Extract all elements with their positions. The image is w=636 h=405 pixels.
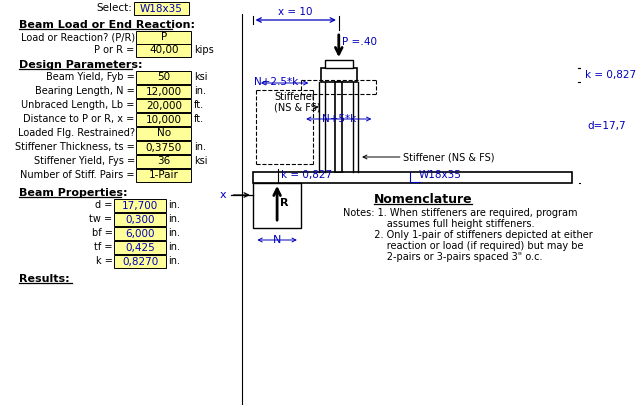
Text: ft.: ft. bbox=[194, 100, 204, 110]
Text: W18x35: W18x35 bbox=[140, 4, 183, 13]
Text: tf =: tf = bbox=[94, 242, 113, 252]
Text: 0,3750: 0,3750 bbox=[146, 143, 182, 153]
Bar bbox=[137, 113, 191, 126]
Text: Distance to P or R, x =: Distance to P or R, x = bbox=[24, 114, 135, 124]
Bar bbox=[114, 213, 166, 226]
Text: 10,000: 10,000 bbox=[146, 115, 182, 124]
Bar bbox=[324, 60, 353, 68]
Bar bbox=[137, 99, 191, 112]
Text: x: x bbox=[219, 190, 226, 200]
Text: R: R bbox=[280, 198, 288, 208]
Text: in.: in. bbox=[194, 86, 206, 96]
Text: Design Parameters:: Design Parameters: bbox=[19, 60, 143, 70]
Text: d =: d = bbox=[95, 200, 113, 210]
Text: (NS & FS): (NS & FS) bbox=[274, 103, 321, 113]
Text: Results:: Results: bbox=[19, 274, 70, 284]
Text: Load or Reaction? (P/R): Load or Reaction? (P/R) bbox=[20, 32, 135, 42]
Text: in.: in. bbox=[169, 200, 181, 210]
Text: 0,300: 0,300 bbox=[125, 215, 155, 224]
Bar bbox=[321, 68, 357, 82]
Text: kips: kips bbox=[194, 45, 214, 55]
Text: 12,000: 12,000 bbox=[146, 87, 182, 96]
Text: in.: in. bbox=[169, 214, 181, 224]
Text: No: No bbox=[157, 128, 171, 139]
Bar bbox=[137, 44, 191, 57]
Text: Stiffener (NS & FS): Stiffener (NS & FS) bbox=[403, 152, 494, 162]
Text: Beam Properties:: Beam Properties: bbox=[19, 188, 128, 198]
Text: N+5*k: N+5*k bbox=[322, 114, 356, 124]
Bar bbox=[137, 127, 191, 140]
Text: d=17,7: d=17,7 bbox=[587, 121, 626, 130]
Text: P: P bbox=[161, 32, 167, 43]
Bar bbox=[252, 172, 572, 183]
Text: Stiffener Yield, Fys =: Stiffener Yield, Fys = bbox=[34, 156, 135, 166]
Text: in.: in. bbox=[194, 142, 206, 152]
Text: 0,8270: 0,8270 bbox=[122, 256, 158, 266]
Text: in.: in. bbox=[169, 256, 181, 266]
Text: W18x35: W18x35 bbox=[418, 170, 462, 180]
Text: 1-Pair: 1-Pair bbox=[149, 171, 179, 181]
Bar bbox=[114, 255, 166, 268]
Text: 6,000: 6,000 bbox=[125, 228, 155, 239]
Text: k = 0,827: k = 0,827 bbox=[281, 170, 332, 180]
Bar bbox=[137, 141, 191, 154]
Bar bbox=[114, 241, 166, 254]
Text: 50: 50 bbox=[157, 72, 170, 83]
Text: N+2.5*k: N+2.5*k bbox=[254, 77, 299, 87]
Text: Loaded Flg. Restrained?: Loaded Flg. Restrained? bbox=[18, 128, 135, 138]
Text: N: N bbox=[273, 235, 281, 245]
Text: tw =: tw = bbox=[90, 214, 113, 224]
Bar bbox=[114, 199, 166, 212]
Text: Select:: Select: bbox=[96, 3, 132, 13]
Bar bbox=[137, 169, 191, 182]
Bar bbox=[252, 183, 301, 228]
Text: P =․40: P =․40 bbox=[342, 37, 377, 47]
Bar bbox=[137, 155, 191, 168]
Text: ksi: ksi bbox=[194, 72, 207, 82]
Text: 2. Only 1-pair of stiffeners depicted at either: 2. Only 1-pair of stiffeners depicted at… bbox=[343, 230, 593, 240]
Text: 20,000: 20,000 bbox=[146, 100, 182, 111]
Text: ft.: ft. bbox=[194, 114, 204, 124]
Text: Bearing Length, N =: Bearing Length, N = bbox=[35, 86, 135, 96]
Text: 2-pairs or 3-pairs spaced 3" o.c.: 2-pairs or 3-pairs spaced 3" o.c. bbox=[343, 252, 543, 262]
Text: reaction or load (if required) but may be: reaction or load (if required) but may b… bbox=[343, 241, 584, 251]
Text: k =: k = bbox=[95, 256, 113, 266]
Text: Beam Load or End Reaction:: Beam Load or End Reaction: bbox=[19, 20, 195, 30]
Text: Beam Yield, Fyb =: Beam Yield, Fyb = bbox=[46, 72, 135, 82]
Bar bbox=[137, 31, 191, 44]
Text: 36: 36 bbox=[157, 156, 170, 166]
Bar bbox=[137, 71, 191, 84]
Text: 0,425: 0,425 bbox=[125, 243, 155, 252]
Bar bbox=[134, 2, 189, 15]
Bar bbox=[137, 85, 191, 98]
Text: assumes full height stiffeners.: assumes full height stiffeners. bbox=[343, 219, 535, 229]
Text: Stiffener Thickness, ts =: Stiffener Thickness, ts = bbox=[15, 142, 135, 152]
Text: k = 0,827: k = 0,827 bbox=[585, 70, 636, 80]
Text: in.: in. bbox=[169, 228, 181, 238]
Text: P or R =: P or R = bbox=[94, 45, 135, 55]
Text: Nomenclature: Nomenclature bbox=[374, 193, 473, 206]
Text: Unbraced Length, Lb =: Unbraced Length, Lb = bbox=[22, 100, 135, 110]
Text: 17,700: 17,700 bbox=[122, 200, 158, 211]
Text: Number of Stiff. Pairs =: Number of Stiff. Pairs = bbox=[20, 170, 135, 180]
Text: in.: in. bbox=[169, 242, 181, 252]
Text: bf =: bf = bbox=[92, 228, 113, 238]
Bar bbox=[335, 82, 342, 172]
Text: x = 10: x = 10 bbox=[279, 7, 313, 17]
Text: ksi: ksi bbox=[194, 156, 207, 166]
Text: 40,00: 40,00 bbox=[149, 45, 179, 55]
Text: Stiffener: Stiffener bbox=[274, 92, 315, 102]
Text: Notes: 1. When stiffeners are required, program: Notes: 1. When stiffeners are required, … bbox=[343, 208, 577, 218]
Bar bbox=[114, 227, 166, 240]
